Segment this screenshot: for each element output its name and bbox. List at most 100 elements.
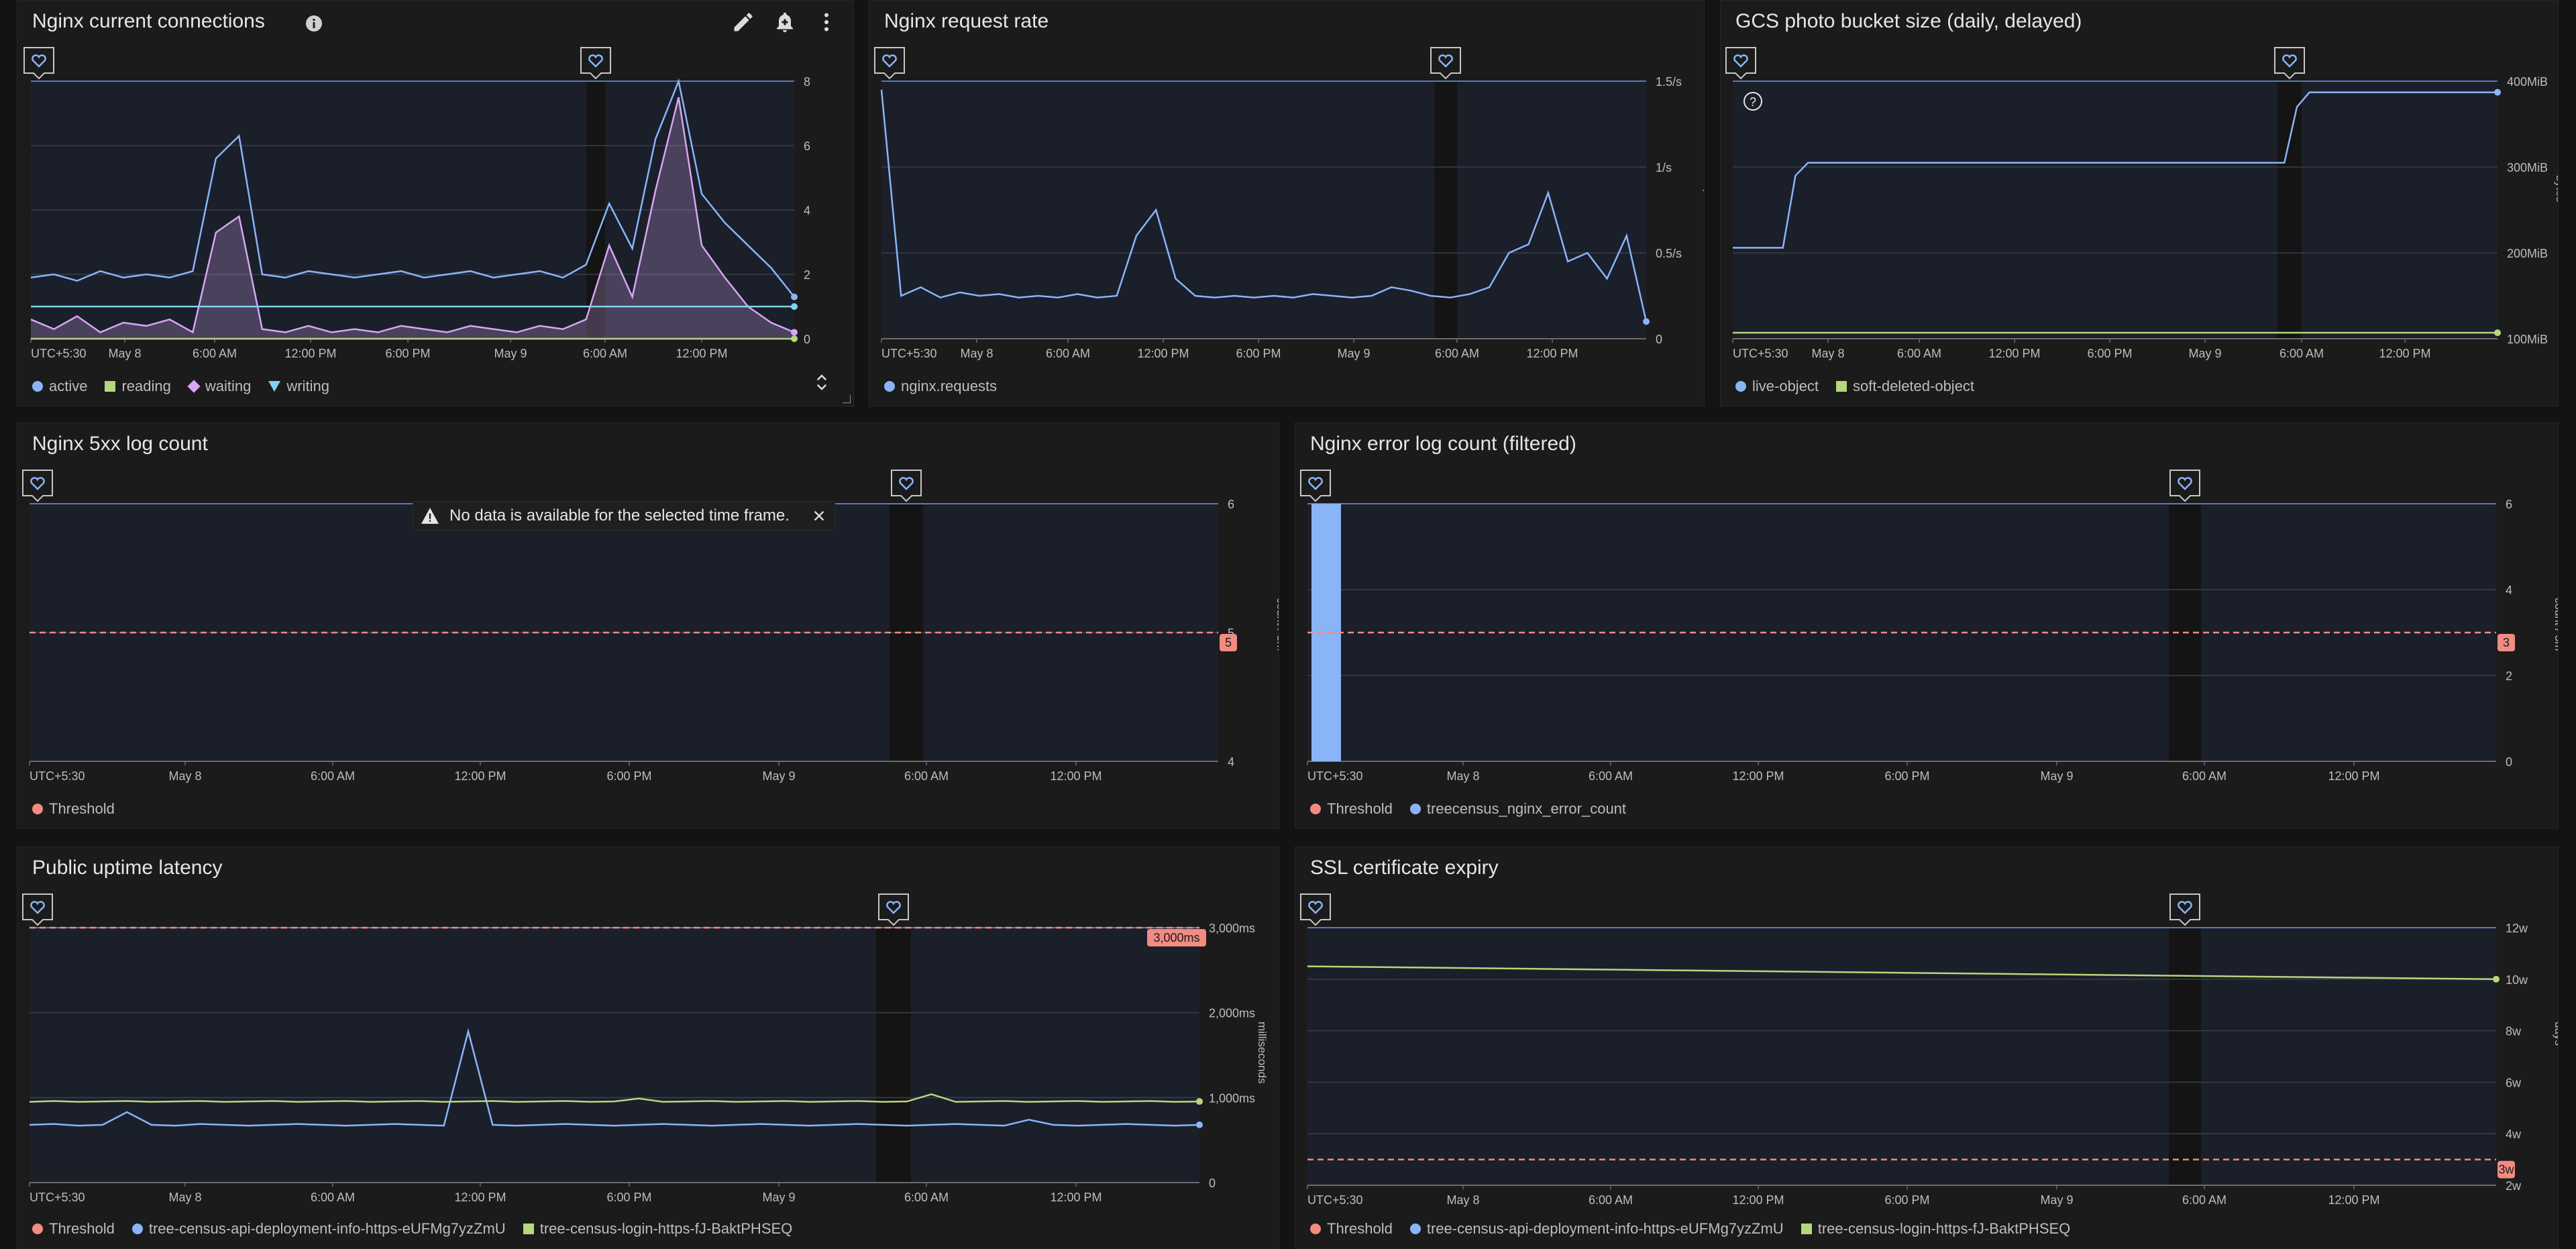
y-tick-label: 1.5/s — [1656, 75, 1682, 89]
legend-item-live-object[interactable]: live-object — [1735, 378, 1819, 395]
panel-ssl-certificate-expiry[interactable]: SSL certificate expiry 12w 10w 8w 6w 4w 2w day… — [1295, 847, 2559, 1249]
x-tick-label: UTC+5:30 — [881, 347, 937, 360]
chart-gcs-photo-bucket-size[interactable]: 400MiB 300MiB 200MiB 100MiB bytes UTC+5:30 May… — [1721, 1, 2559, 363]
x-tick-label: 6:00 AM — [2182, 769, 2226, 783]
svg-text:?: ? — [1750, 95, 1756, 109]
x-tick-label: May 8 — [1446, 769, 1479, 783]
annotation-marker-icon[interactable] — [1430, 47, 1461, 80]
x-tick-label: May 8 — [168, 1191, 201, 1204]
x-tick-label: 12:00 PM — [284, 347, 336, 360]
legend-item-threshold[interactable]: Threshold — [32, 1220, 115, 1238]
y-tick-label: 300MiB — [2507, 161, 2548, 174]
legend: live-object soft-deleted-object — [1735, 378, 1974, 395]
chart-ssl-certificate-expiry[interactable]: 12w 10w 8w 6w 4w 2w days UTC+5:30 May 8 6:00 AM 12… — [1295, 847, 2559, 1232]
legend-item-active[interactable]: active — [32, 378, 87, 395]
legend-item-api-deployment[interactable]: tree-census-api-deployment-info-https-eU… — [131, 1220, 506, 1238]
annotation-marker-icon[interactable] — [580, 47, 611, 80]
annotation-marker-icon[interactable] — [22, 893, 53, 926]
y-tick-label: 200MiB — [2507, 247, 2548, 260]
annotation-marker-icon[interactable] — [874, 47, 905, 80]
x-tick-label: 6:00 PM — [1884, 1193, 1929, 1207]
y-tick-label: 400MiB — [2507, 75, 2548, 89]
legend: nginx.requests — [884, 378, 997, 395]
legend-item-threshold[interactable]: Threshold — [32, 800, 115, 818]
resize-handle-icon[interactable] — [841, 394, 851, 404]
panel-title: Public uptime latency — [32, 857, 223, 879]
panel-public-uptime-latency[interactable]: Public uptime latency 3,000ms 2,000ms 1,00… — [17, 847, 1279, 1249]
annotation-marker-icon[interactable] — [1300, 893, 1331, 926]
expand-legend-icon[interactable] — [812, 372, 832, 392]
legend-item-soft-deleted-object[interactable]: soft-deleted-object — [1836, 378, 1974, 395]
chart-nginx-error-log-count[interactable]: 6 4 2 0 count / 5m UTC+5:30 May 8 6:00 AM 12:00 … — [1295, 423, 2559, 785]
help-icon[interactable]: ? — [1743, 92, 1762, 111]
annotation-marker-icon[interactable] — [1725, 47, 1756, 80]
panel-gcs-photo-bucket-size[interactable]: GCS photo bucket size (daily, delayed) 4… — [1720, 0, 2559, 406]
series-endpoint — [791, 335, 798, 342]
legend-item-threshold[interactable]: Threshold — [1310, 800, 1393, 818]
legend-item-error-count[interactable]: treecensus_nginx_error_count — [1409, 800, 1626, 818]
legend-item-api-deployment[interactable]: tree-census-api-deployment-info-https-eU… — [1409, 1220, 1784, 1238]
annotation-marker-icon[interactable] — [2169, 893, 2200, 926]
panel-nginx-error-log-count[interactable]: Nginx error log count (filtered) 6 4 2 0 cou… — [1295, 423, 2559, 829]
panel-title: SSL certificate expiry — [1310, 857, 1499, 879]
series-line — [29, 1028, 1200, 1127]
series-endpoint — [2494, 89, 2501, 96]
alert-bell-icon[interactable] — [773, 10, 797, 34]
chart-nginx-current-connections[interactable]: 8 6 4 2 0 connections UTC+5:30 May 8 6:00 AM 12:0… — [17, 1, 854, 363]
x-tick-label: 12:00 PM — [454, 1191, 506, 1204]
annotation-marker-icon[interactable] — [878, 893, 909, 926]
annotation-marker-icon[interactable] — [23, 47, 54, 80]
annotation-marker-icon[interactable] — [2169, 470, 2200, 502]
legend-item-writing[interactable]: writing — [268, 378, 329, 395]
x-tick-label: May 9 — [762, 1191, 795, 1204]
more-menu-icon[interactable] — [814, 10, 839, 34]
legend-item-nginx-requests[interactable]: nginx.requests — [884, 378, 997, 395]
series-line — [1733, 91, 2498, 249]
y-tick-label: 6w — [2506, 1076, 2522, 1089]
x-tick-label: May 9 — [762, 769, 795, 783]
panel-title: Nginx request rate — [884, 10, 1049, 32]
panel-nginx-current-connections[interactable]: Nginx current connections 8 6 4 2 0 connectio… — [17, 0, 854, 406]
series-endpoint — [1196, 1121, 1203, 1128]
y-tick-label: 8w — [2506, 1025, 2522, 1038]
series-endpoint — [791, 293, 798, 301]
annotation-marker-icon[interactable] — [2274, 47, 2305, 80]
x-tick-label: 12:00 PM — [2328, 769, 2379, 783]
panel-nginx-5xx-log-count[interactable]: Nginx 5xx log count 6 5 4 count / 5m UTC+5:3… — [17, 423, 1279, 829]
x-tick-label: UTC+5:30 — [30, 769, 85, 783]
close-icon[interactable] — [812, 508, 826, 523]
x-tick-label: 6:00 AM — [2279, 347, 2324, 360]
x-tick-label: 12:00 PM — [1050, 1191, 1102, 1204]
annotation-marker-icon[interactable] — [891, 470, 922, 502]
info-icon[interactable] — [305, 14, 323, 33]
legend: Threshold tree-census-api-deployment-inf… — [1310, 1220, 2070, 1238]
y-tick-label: 5 — [1228, 627, 1234, 640]
x-tick-label: 6:00 AM — [1435, 347, 1479, 360]
chart-public-uptime-latency[interactable]: 3,000ms 2,000ms 1,000ms 0 milliseconds UTC+5:… — [17, 847, 1279, 1232]
y-tick-label: 0 — [1656, 333, 1662, 346]
series-line — [1307, 965, 2497, 981]
x-tick-label: May 9 — [494, 347, 527, 360]
legend-item-login[interactable]: tree-census-login-https-fJ-BaktPHSEQ — [1801, 1220, 2070, 1238]
panel-nginx-request-rate[interactable]: Nginx request rate 1.5/s 1/s 0.5/s 0 request… — [869, 0, 1705, 406]
x-tick-label: 6:00 AM — [904, 1191, 949, 1204]
y-tick-label: 4 — [804, 204, 810, 217]
x-tick-label: 6:00 AM — [193, 347, 237, 360]
annotation-marker-icon[interactable] — [1300, 470, 1331, 502]
legend-item-waiting[interactable]: waiting — [187, 378, 251, 395]
x-tick-label: 12:00 PM — [1050, 769, 1102, 783]
y-tick-label: 12w — [2506, 922, 2528, 935]
threshold-label: 3,000ms — [1153, 931, 1199, 944]
legend-item-threshold[interactable]: Threshold — [1310, 1220, 1393, 1238]
y-tick-label: 100MiB — [2507, 333, 2548, 346]
chart-nginx-5xx-log-count[interactable]: 6 5 4 count / 5m UTC+5:30 May 8 6:00 AM 12:00 P… — [17, 423, 1279, 785]
legend-item-login[interactable]: tree-census-login-https-fJ-BaktPHSEQ — [523, 1220, 792, 1238]
edit-icon[interactable] — [731, 10, 755, 34]
no-data-text: No data is available for the selected ti… — [449, 506, 790, 525]
annotation-marker-icon[interactable] — [22, 470, 53, 502]
legend-item-reading[interactable]: reading — [105, 378, 171, 395]
series-endpoint — [1196, 1098, 1203, 1105]
x-tick-label: UTC+5:30 — [1307, 1193, 1363, 1207]
y-axis-label: milliseconds — [1256, 1022, 1269, 1084]
chart-nginx-request-rate[interactable]: 1.5/s 1/s 0.5/s 0 requests/sec UTC+5:30 May 8 6… — [869, 1, 1705, 363]
